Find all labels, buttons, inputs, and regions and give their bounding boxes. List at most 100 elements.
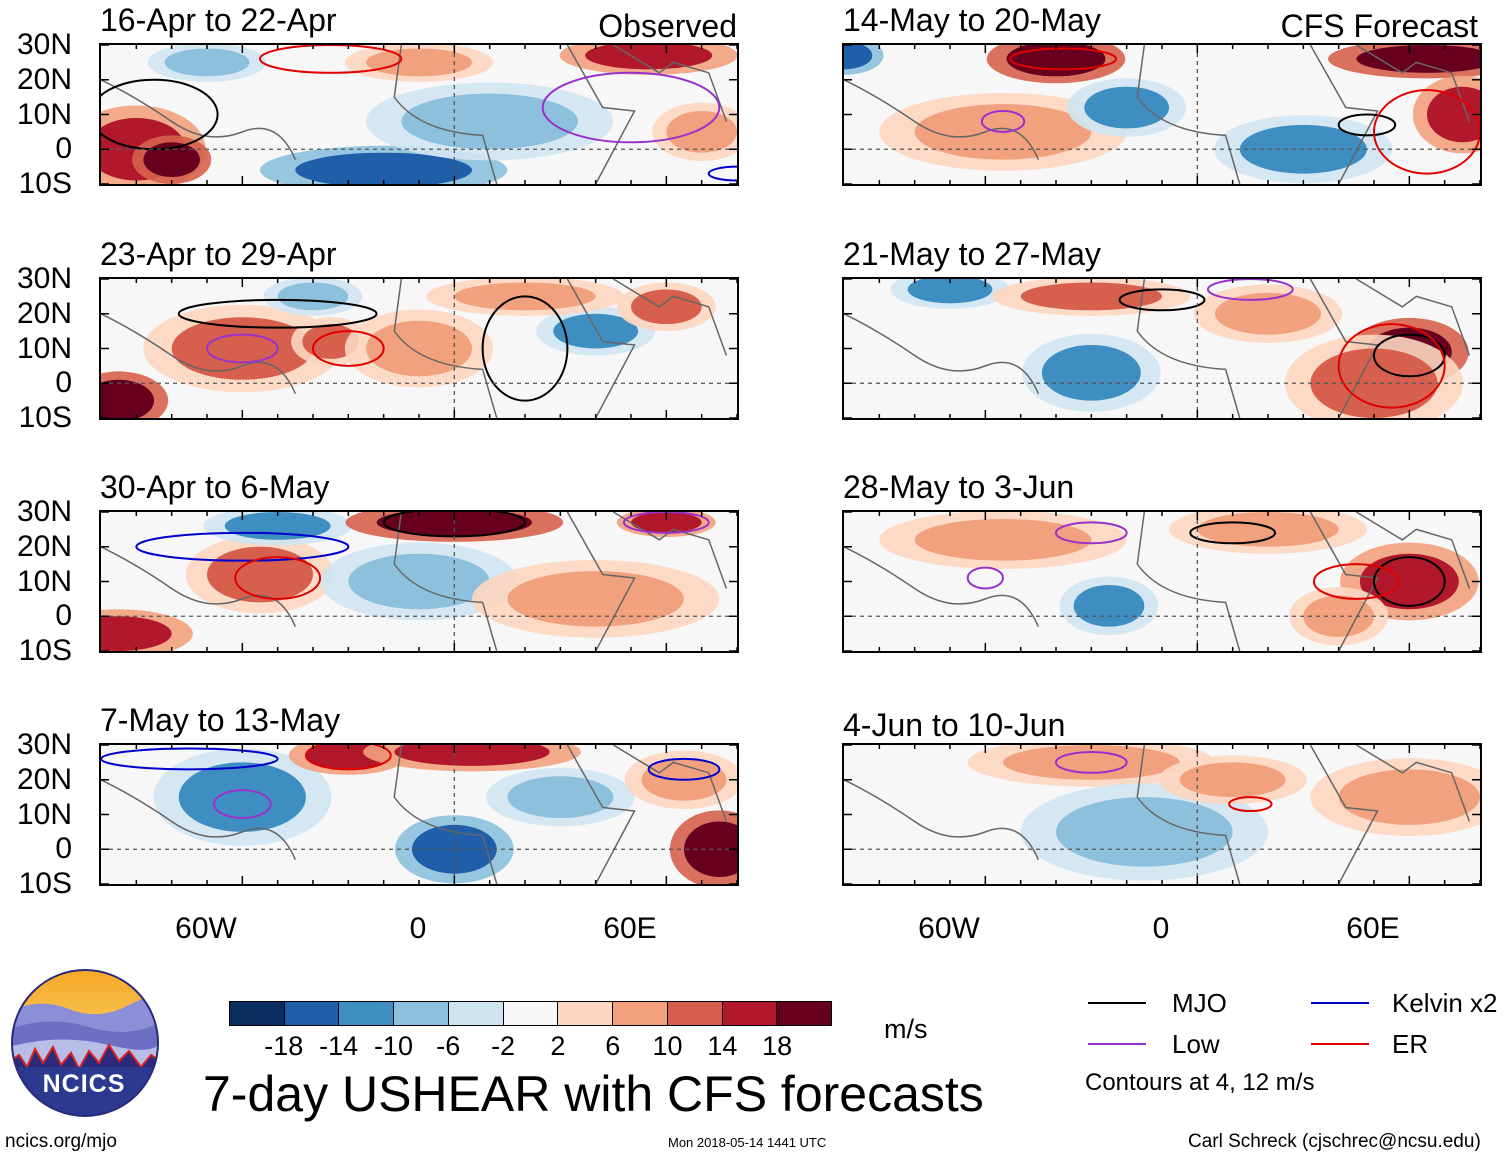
shear-anomaly-core <box>666 111 737 153</box>
colorbar-swatch <box>393 1002 448 1025</box>
wave-contour <box>541 71 721 144</box>
colorbar-swatch <box>338 1002 394 1025</box>
y-tick-label: 10N <box>16 331 72 365</box>
wave-contour <box>101 78 219 151</box>
coastline <box>844 546 1040 627</box>
y-tick-label: 10N <box>16 797 72 831</box>
panel-title-fc-2: 21-May to 27-May <box>843 236 1101 272</box>
y-tick-label: 30N <box>16 728 72 761</box>
panel-title-obs-2: 23-Apr to 29-Apr <box>100 236 337 272</box>
coastline <box>393 745 498 884</box>
colorbar-swatch <box>502 1002 558 1025</box>
y-tick-label: 10S <box>18 401 72 434</box>
shear-anomaly-core <box>914 518 1092 561</box>
y-tick-label: 10S <box>18 167 72 200</box>
coastline <box>612 279 728 356</box>
shear-anomaly-core <box>207 546 313 603</box>
shear-anomaly-core <box>1338 769 1480 825</box>
colorbar-tick-label: -14 <box>319 1031 359 1061</box>
ncics-logo <box>11 969 159 1117</box>
wave-contour <box>135 531 350 562</box>
shear-anomaly-core <box>1084 86 1170 129</box>
coastline <box>393 512 498 651</box>
coastline <box>1136 279 1241 418</box>
y-tick-label: 10N <box>16 97 72 131</box>
map-panel-forecast-1 <box>842 43 1482 186</box>
colorbar-swatch <box>721 1002 777 1025</box>
panel-title-obs-4: 7-May to 13-May <box>100 702 341 738</box>
colorbar-swatch <box>230 1002 284 1025</box>
y-tick-label: 10N <box>16 564 72 598</box>
wave-contour <box>259 45 403 74</box>
shear-field-4 <box>844 45 1480 184</box>
colorbar-swatch <box>612 1002 667 1025</box>
coastline <box>1355 279 1471 356</box>
map-panel-forecast-3 <box>842 510 1482 653</box>
shear-anomaly-core <box>143 142 200 178</box>
x-tick-60w-right: 60W <box>918 912 980 945</box>
shear-anomaly-core <box>1215 292 1321 335</box>
shear-anomaly-core <box>507 571 684 627</box>
x-tick-60e-left: 60E <box>603 912 657 945</box>
colorbar-tick-label: 6 <box>605 1031 621 1061</box>
shear-field-6 <box>844 512 1480 651</box>
coastline <box>612 745 728 822</box>
cfs-forecast-label: CFS Forecast <box>1280 8 1478 44</box>
wave-contour <box>1206 279 1294 301</box>
shear-anomaly-core <box>1073 584 1145 627</box>
legend-label-low: Low <box>1172 1029 1220 1059</box>
shear-anomaly-core <box>394 745 550 766</box>
shear-anomaly-core <box>376 512 533 537</box>
legend-line-mjo <box>1088 1002 1146 1004</box>
wave-contour <box>1189 521 1277 545</box>
coastline <box>393 279 498 418</box>
wave-contour <box>1228 796 1273 813</box>
x-tick-60e-right: 60E <box>1346 912 1400 945</box>
logo-text: NCICS <box>42 1070 126 1098</box>
coastline <box>566 45 636 184</box>
shear-anomaly-core <box>366 320 472 377</box>
panel-title-obs-3: 30-Apr to 6-May <box>100 469 330 505</box>
y-tick-label: 0 <box>55 366 72 400</box>
y-tick-label: 10S <box>18 867 72 900</box>
colorbar-tick-label: 10 <box>652 1031 683 1061</box>
wave-contour <box>707 165 737 182</box>
coastline <box>1309 279 1379 418</box>
colorbar-tick-label: -6 <box>436 1031 461 1061</box>
shear-anomaly-core <box>585 45 713 70</box>
shear-anomaly-core <box>401 93 578 150</box>
map-panel-observed-3 <box>99 510 739 653</box>
y-tick-label: 30N <box>16 262 72 295</box>
wave-contour <box>1373 333 1446 378</box>
colorbar-swatch <box>776 1002 832 1025</box>
shear-field-7 <box>844 745 1480 884</box>
shear-anomaly-core <box>1179 762 1286 798</box>
shear-anomaly-core <box>302 324 359 359</box>
wave-contour <box>213 789 272 819</box>
wave-contour <box>1373 556 1446 607</box>
coastline <box>844 79 1040 160</box>
coastline <box>844 313 1040 394</box>
coastline <box>101 313 297 394</box>
shear-anomaly-core <box>164 48 250 77</box>
shear-anomaly-core <box>178 762 306 832</box>
legend-label-er: ER <box>1392 1029 1429 1059</box>
colorbar-tick-label: 14 <box>707 1031 738 1061</box>
panel-title-fc-4: 4-Jun to 10-Jun <box>843 707 1066 743</box>
shear-anomaly-core <box>631 512 702 533</box>
coastline <box>566 279 636 418</box>
coastline <box>566 745 636 884</box>
shear-field-2 <box>101 512 737 651</box>
y-tick-label: 10S <box>18 634 72 667</box>
y-tick-label: 0 <box>55 132 72 166</box>
shear-anomaly-core <box>1303 595 1374 638</box>
x-tick-0-right: 0 <box>1152 912 1170 945</box>
coastline <box>1136 745 1241 884</box>
colorbar-swatch <box>666 1002 722 1025</box>
colorbar-units: m/s <box>884 1014 928 1044</box>
panel-title-obs-1: 16-Apr to 22-Apr <box>100 2 337 38</box>
shear-anomaly-core <box>295 152 472 184</box>
observed-label: Observed <box>598 8 737 44</box>
wave-contour <box>101 747 279 771</box>
shear-anomaly-core <box>507 776 614 818</box>
